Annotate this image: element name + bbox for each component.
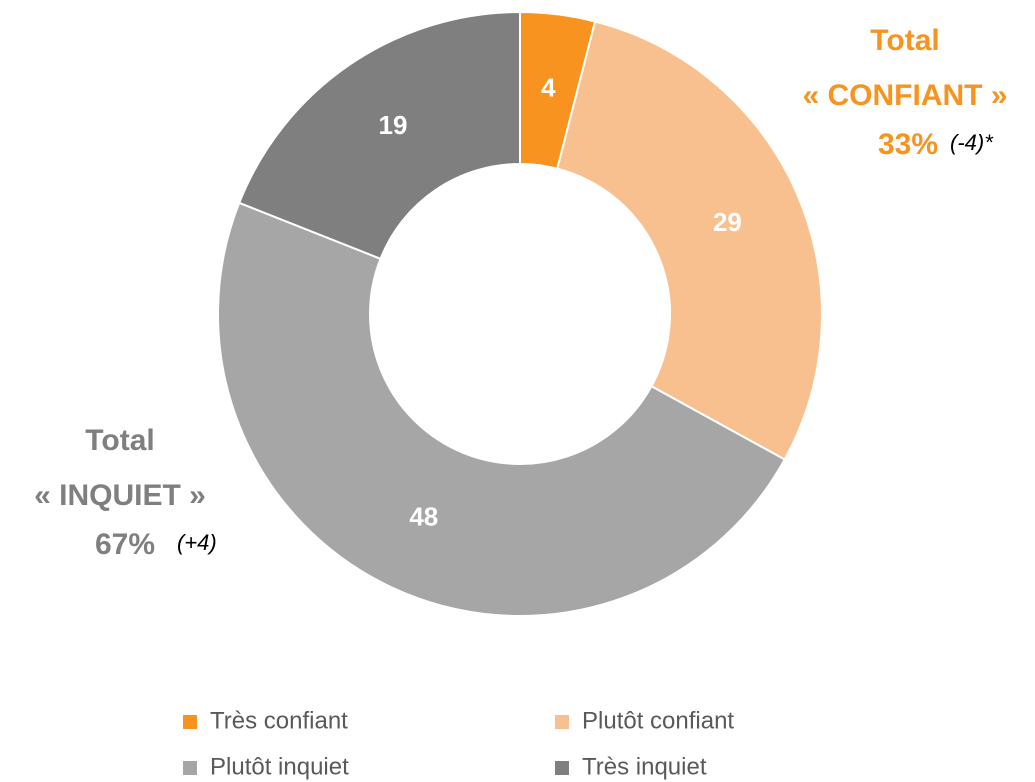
annotation-value: 33% [878, 128, 938, 161]
legend-swatch [555, 761, 569, 775]
slice [556, 20, 823, 461]
annotation-line: « CONFIANT » [802, 79, 1007, 112]
legend-swatch [555, 715, 569, 729]
data-label: 19 [379, 110, 408, 140]
annotation-change: (+4) [177, 530, 217, 555]
legend-label: Plutôt confiant [582, 707, 734, 734]
data-label: 29 [713, 207, 742, 237]
data-label: 4 [541, 73, 556, 103]
annotation-change: (-4)* [950, 130, 994, 155]
legend-swatch [183, 761, 197, 775]
annotation-value: 67% [95, 528, 155, 561]
legend-label: Très inquiet [582, 753, 707, 780]
slice [237, 10, 521, 261]
annotation-line: Total [85, 424, 154, 457]
annotation-line: « INQUIET » [34, 479, 206, 512]
legend-label: Plutôt inquiet [210, 753, 349, 780]
data-label: 48 [409, 501, 438, 531]
legend-swatch [183, 715, 197, 729]
annotation-line: Total [870, 24, 939, 57]
slice [217, 201, 787, 617]
legend-label: Très confiant [210, 707, 348, 734]
